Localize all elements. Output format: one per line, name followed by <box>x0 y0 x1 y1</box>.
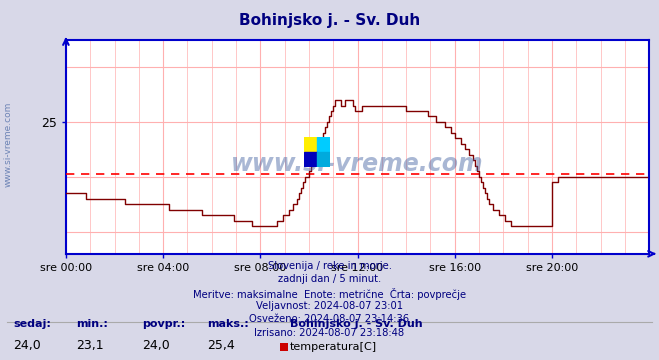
Text: Bohinjsko j. - Sv. Duh: Bohinjsko j. - Sv. Duh <box>239 13 420 28</box>
Text: Meritve: maksimalne  Enote: metrične  Črta: povprečje: Meritve: maksimalne Enote: metrične Črta… <box>193 288 466 300</box>
Text: 24,0: 24,0 <box>142 339 169 352</box>
Text: Osveženo: 2024-08-07 23:14:36: Osveženo: 2024-08-07 23:14:36 <box>250 314 409 324</box>
Text: 23,1: 23,1 <box>76 339 103 352</box>
Text: Veljavnost: 2024-08-07 23:01: Veljavnost: 2024-08-07 23:01 <box>256 301 403 311</box>
Text: temperatura[C]: temperatura[C] <box>290 342 377 352</box>
Text: Bohinjsko j. - Sv. Duh: Bohinjsko j. - Sv. Duh <box>290 319 422 329</box>
Text: sedaj:: sedaj: <box>13 319 51 329</box>
Text: 25,4: 25,4 <box>208 339 235 352</box>
Text: www.si-vreme.com: www.si-vreme.com <box>3 101 13 187</box>
Text: Izrisano: 2024-08-07 23:18:48: Izrisano: 2024-08-07 23:18:48 <box>254 328 405 338</box>
Text: min.:: min.: <box>76 319 107 329</box>
Text: Slovenija / reke in morje.: Slovenija / reke in morje. <box>268 261 391 271</box>
Bar <box>304 152 317 167</box>
Bar <box>317 137 330 152</box>
Bar <box>304 137 317 152</box>
Text: 24,0: 24,0 <box>13 339 41 352</box>
Text: www.si-vreme.com: www.si-vreme.com <box>231 152 484 176</box>
Text: zadnji dan / 5 minut.: zadnji dan / 5 minut. <box>278 274 381 284</box>
Bar <box>317 152 330 167</box>
Text: maks.:: maks.: <box>208 319 249 329</box>
Text: povpr.:: povpr.: <box>142 319 185 329</box>
